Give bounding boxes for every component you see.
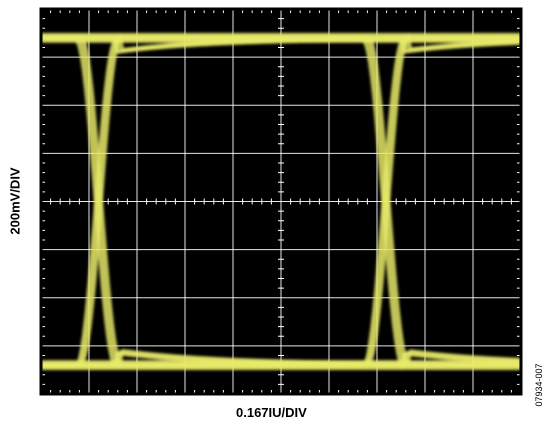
grid bbox=[41, 9, 521, 394]
y-axis-label: 200mV/DIV bbox=[7, 167, 23, 235]
eye-high-rail bbox=[41, 32, 521, 43]
eye-low-rail bbox=[41, 360, 521, 371]
plot-frame bbox=[39, 7, 523, 396]
x-axis-label: 0.167IU/DIV bbox=[236, 405, 307, 420]
figure-id-label: 07934-007 bbox=[534, 363, 542, 407]
eye-traces bbox=[41, 32, 522, 371]
